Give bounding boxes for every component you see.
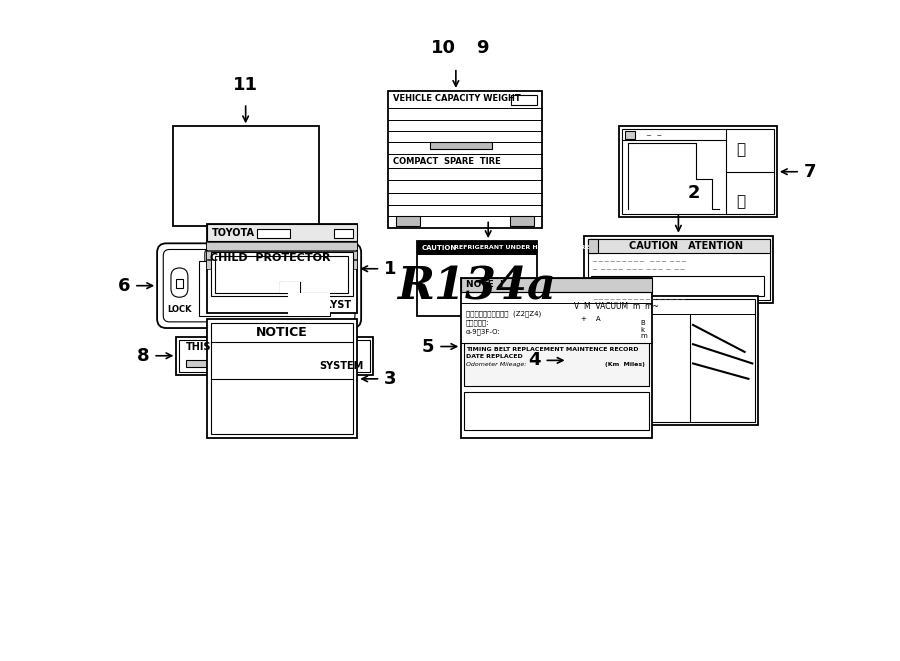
Text: 10: 10: [431, 39, 456, 57]
FancyBboxPatch shape: [163, 249, 355, 322]
Text: 8: 8: [137, 347, 149, 365]
Text: ~~~~~~~~~  ~~~ ~~~: ~~~~~~~~~ ~~~ ~~~: [592, 259, 687, 265]
Text: 1: 1: [384, 260, 397, 278]
Text: 9: 9: [476, 39, 489, 57]
Bar: [418, 241, 536, 255]
FancyBboxPatch shape: [205, 249, 336, 266]
Text: メルガント:: メルガント:: [466, 319, 490, 326]
Text: COMPACT  SPARE  TIRE: COMPACT SPARE TIRE: [392, 157, 500, 166]
Text: SYSTEM: SYSTEM: [320, 361, 364, 371]
Bar: [292, 271, 324, 288]
Bar: [200, 261, 330, 317]
Bar: [288, 293, 330, 317]
Bar: [464, 344, 649, 386]
Bar: [461, 278, 652, 438]
Text: R134a: R134a: [397, 266, 556, 309]
Text: 6: 6: [118, 277, 130, 295]
Bar: [257, 229, 290, 238]
Bar: [511, 95, 537, 104]
Text: 🪑: 🪑: [736, 142, 745, 157]
Text: CHILD  PROTECTOR: CHILD PROTECTOR: [210, 253, 330, 263]
Text: B: B: [641, 320, 645, 326]
Text: CAUTION   ATENTION: CAUTION ATENTION: [629, 241, 743, 251]
Text: V  M  VACUUM  m  m~: V M VACUUM m m~: [573, 302, 659, 311]
Bar: [211, 323, 354, 434]
Text: 2: 2: [688, 184, 700, 202]
Text: Odometer Mileage:: Odometer Mileage:: [466, 362, 526, 367]
Bar: [588, 239, 770, 253]
Text: (Km  Miles): (Km Miles): [605, 362, 644, 367]
Bar: [207, 319, 357, 438]
Bar: [509, 216, 535, 225]
FancyBboxPatch shape: [158, 243, 361, 328]
Bar: [588, 239, 770, 300]
Text: m: m: [641, 334, 647, 340]
Bar: [588, 239, 598, 253]
Text: α-9・3F-O:: α-9・3F-O:: [466, 329, 500, 335]
Bar: [584, 235, 773, 303]
Bar: [575, 395, 645, 412]
Text: k: k: [641, 327, 644, 333]
Bar: [207, 342, 338, 350]
Bar: [461, 278, 652, 292]
Bar: [590, 276, 764, 295]
Text: CATALYST: CATALYST: [298, 300, 351, 310]
Bar: [215, 256, 348, 293]
Bar: [430, 141, 492, 149]
Text: 11: 11: [233, 76, 258, 94]
Bar: [571, 299, 755, 422]
Bar: [207, 224, 357, 313]
Text: THIS: THIS: [185, 342, 211, 352]
Text: VEHICLE CAPACITY WEIGHT: VEHICLE CAPACITY WEIGHT: [392, 94, 520, 103]
Text: REFRIGERANT UNDER HIGH PRESSURE: REFRIGERANT UNDER HIGH PRESSURE: [454, 245, 590, 251]
Bar: [418, 241, 536, 317]
Bar: [334, 229, 353, 238]
Text: LOCK: LOCK: [167, 305, 192, 314]
Text: ~ ~~~~ ~~~ ~~~ ~ ~~: ~ ~~~~ ~~~ ~~~ ~ ~~: [592, 266, 686, 272]
Bar: [207, 251, 357, 260]
Bar: [568, 295, 759, 425]
Text: +    A: + A: [580, 316, 600, 322]
Bar: [626, 131, 634, 139]
Text: TOYOTA: TOYOTA: [212, 227, 255, 237]
Text: TIMING BELT REPLACEMENT MAINTENCE RECORD: TIMING BELT REPLACEMENT MAINTENCE RECORD: [466, 346, 638, 352]
Bar: [176, 336, 373, 375]
Text: タイミングベルト交換  (Z2・Z4): タイミングベルト交換 (Z2・Z4): [466, 310, 541, 317]
Bar: [173, 126, 319, 226]
FancyBboxPatch shape: [171, 268, 188, 297]
Bar: [176, 279, 184, 288]
Bar: [207, 224, 357, 241]
Bar: [185, 360, 320, 368]
Bar: [464, 392, 649, 430]
Text: ~~~~~~~~~~~~~~~~: ~~~~~~~~~~~~~~~~: [592, 297, 686, 303]
Text: ~  ~: ~ ~: [646, 134, 662, 139]
Bar: [388, 91, 542, 228]
Text: CAUTION: CAUTION: [421, 245, 456, 251]
Bar: [622, 130, 774, 214]
Bar: [207, 242, 357, 251]
Bar: [575, 369, 645, 379]
Bar: [207, 260, 357, 269]
Bar: [280, 282, 300, 293]
Text: NOTE  I: NOTE I: [466, 280, 503, 290]
Bar: [573, 352, 647, 414]
Bar: [575, 356, 645, 367]
Bar: [396, 216, 420, 225]
Bar: [211, 252, 354, 295]
Text: 5: 5: [422, 338, 435, 356]
Text: 4: 4: [528, 352, 541, 369]
Text: NOTICE: NOTICE: [256, 326, 308, 339]
Text: 7: 7: [804, 163, 816, 180]
Bar: [619, 126, 777, 217]
Bar: [179, 340, 370, 372]
Text: DATE REPLACED: DATE REPLACED: [466, 354, 523, 359]
Bar: [575, 382, 645, 393]
Text: 3: 3: [384, 370, 397, 388]
Text: 🪑: 🪑: [736, 194, 745, 210]
